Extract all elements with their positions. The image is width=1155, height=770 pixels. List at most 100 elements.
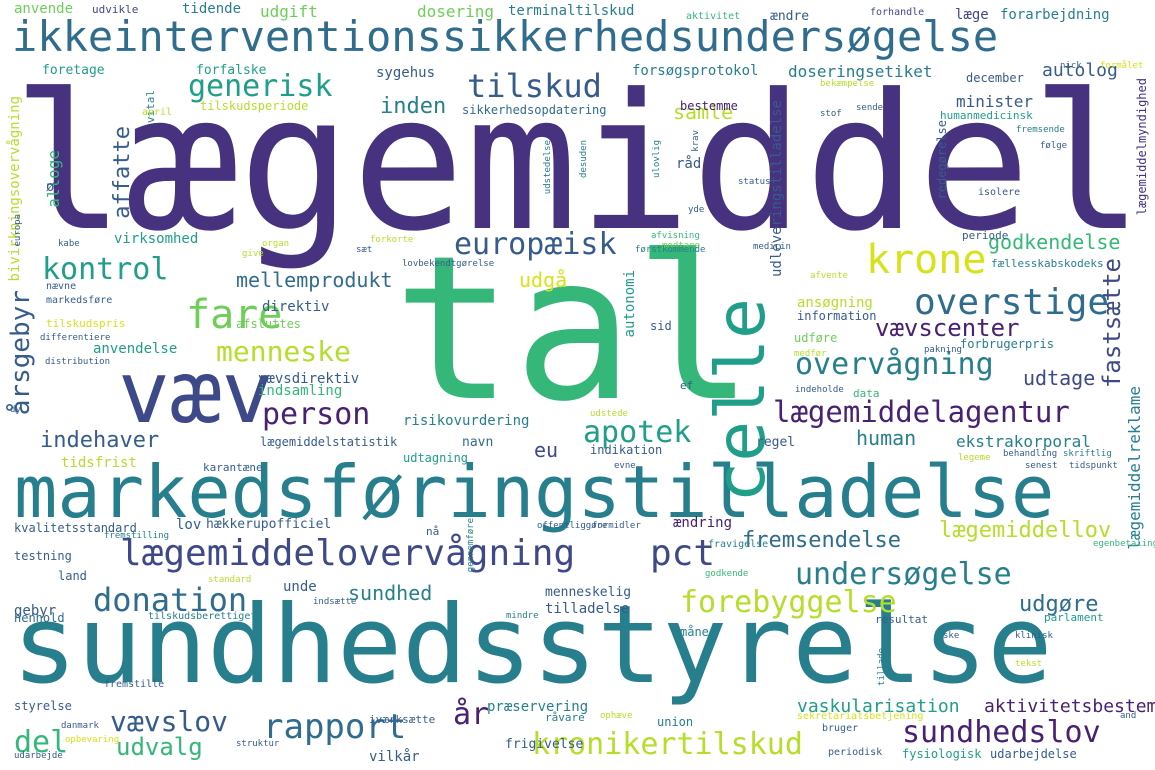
word: foretage [42,63,105,78]
word: sundhed [348,581,433,605]
word: offentliggøre [537,521,608,531]
word: sende [856,103,884,113]
word: forarbejdning [1000,7,1110,23]
word: sundhedslov [902,715,1101,750]
word: ske [943,631,960,641]
word: dy [10,405,21,415]
word: måned [680,625,717,639]
word: forhandle [870,7,925,18]
word: testning [14,549,72,563]
word: celle [702,298,781,503]
word: terminaltilskud [508,3,635,19]
word: tilladelse [545,601,630,617]
word: parlament [1044,611,1104,624]
word: bestemme [680,99,738,113]
word: hækkerupofficiel [206,517,332,532]
word: udvalg [116,733,203,761]
word: tilskudsberettiget [148,611,257,622]
word: præservering [487,699,589,715]
word: kronikertilskud [532,727,803,762]
word: udarbejde [14,751,63,761]
word: eu [534,438,559,462]
word: nævne [46,281,77,292]
word: krav [691,130,701,152]
word: mellemprodukt [236,268,393,292]
word: donation [93,581,248,619]
word: sikkerhedsopdatering [462,103,607,117]
word: tidsfrist [61,455,137,471]
word: person [262,397,371,432]
word: følge [1040,141,1068,151]
word: legeme [958,453,991,463]
word: ø [46,179,55,195]
word: stof [820,109,842,119]
word: virksomhed [114,231,199,247]
word: standard [208,575,252,585]
word: tidspunkt [1069,461,1118,471]
word: gebyr [14,603,57,619]
word: vævslov [110,705,229,738]
word: resultat [875,613,928,626]
word: forfalske [196,63,267,78]
word: indehaver [40,428,160,453]
word: fravigelse [708,539,769,550]
word: distribution [45,357,111,367]
word: udgift [260,2,318,21]
word: sid [650,319,672,333]
word: udstedelse [543,140,553,195]
word: udtagning [403,451,469,465]
word: lægemiddelreklame [1125,386,1144,550]
word: godkendelse [988,230,1121,254]
word: tidende [182,1,242,17]
word: senest [1025,461,1058,471]
word: markedsføringstilladelse [14,450,1055,534]
word: henhold [14,611,65,625]
word: medicin [753,242,791,252]
word: udføre [794,331,838,345]
word: vaskularisation [797,696,960,717]
word: redegørelse [935,120,949,200]
word: behandling [1003,449,1058,459]
word: ikkeinterventionssikkerhedsundersøgelse [12,12,999,61]
word: and [1120,711,1137,721]
word: evne [614,461,636,471]
word: lægemiddelovervågning [120,533,576,574]
word: markedsføre [46,295,113,306]
word: sekretariatsbetjening [797,711,924,722]
word: godkende [705,569,749,579]
word: afvente [810,271,848,281]
word: overstige [914,282,1110,323]
word: organ [262,239,290,249]
word: humanmedicinsk [940,109,1033,122]
word: indsamling [258,383,343,399]
word: kvalitetsstandard [14,521,137,535]
word: anvende [14,1,74,17]
word: lægemiddelmyndighed [1135,78,1149,216]
word: råvare [545,711,585,724]
word: kontrol [42,252,169,287]
word: gennemføre [466,518,476,573]
word: udstede [590,409,628,419]
word: ulovlig [652,140,662,178]
word: bruger [822,723,859,734]
word: vilkår [369,749,420,765]
word: information [797,309,877,323]
word: tekst [1015,659,1043,669]
word: rapport [263,707,407,747]
word: lægemiddelagentur [773,395,1070,429]
word: ekstrakorporal [956,432,1091,451]
word: aktivitetsbestemt [984,696,1155,717]
word: kabe [58,239,80,249]
word: lægemiddelstatistik [260,435,398,449]
word: lægemiddellov [939,518,1112,543]
word: autolog [1042,60,1118,81]
word: ændring [673,515,733,531]
word: danmark [61,721,99,731]
word: inden [380,94,447,119]
word: del [14,725,69,760]
word: overvågning [795,347,994,382]
word: nick [1060,61,1082,71]
word: navn [462,435,494,450]
word: differentiere [40,333,111,343]
